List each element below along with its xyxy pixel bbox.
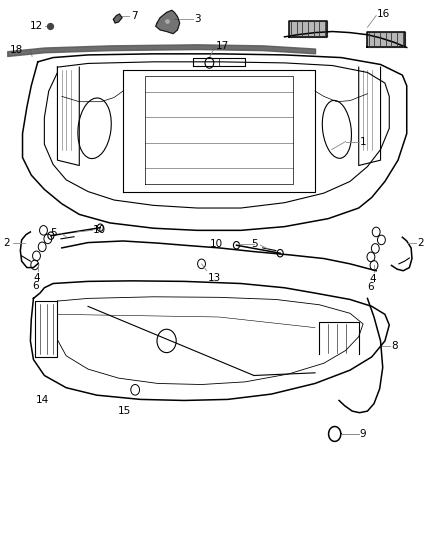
Polygon shape bbox=[113, 14, 122, 23]
Text: 18: 18 bbox=[11, 45, 24, 54]
Text: 5: 5 bbox=[252, 239, 258, 249]
Point bbox=[46, 22, 53, 30]
Text: 13: 13 bbox=[208, 273, 221, 283]
Text: 8: 8 bbox=[391, 341, 398, 351]
Text: 10: 10 bbox=[210, 239, 223, 249]
Text: 6: 6 bbox=[32, 281, 39, 292]
Text: 4: 4 bbox=[369, 274, 376, 284]
Text: 6: 6 bbox=[367, 282, 374, 293]
Point bbox=[164, 17, 171, 25]
Text: 16: 16 bbox=[377, 9, 390, 19]
Text: 9: 9 bbox=[360, 429, 366, 439]
Text: 12: 12 bbox=[30, 21, 43, 31]
Polygon shape bbox=[155, 10, 180, 34]
Text: 17: 17 bbox=[215, 41, 229, 51]
Text: 1: 1 bbox=[360, 136, 366, 147]
Text: 10: 10 bbox=[93, 225, 106, 236]
Text: 2: 2 bbox=[4, 238, 11, 247]
Text: 3: 3 bbox=[194, 14, 200, 25]
Text: 2: 2 bbox=[418, 238, 424, 247]
Text: 14: 14 bbox=[35, 395, 49, 406]
Text: 15: 15 bbox=[118, 406, 131, 416]
Text: 7: 7 bbox=[131, 11, 138, 21]
Text: 5: 5 bbox=[50, 228, 57, 238]
Text: 4: 4 bbox=[33, 273, 40, 283]
